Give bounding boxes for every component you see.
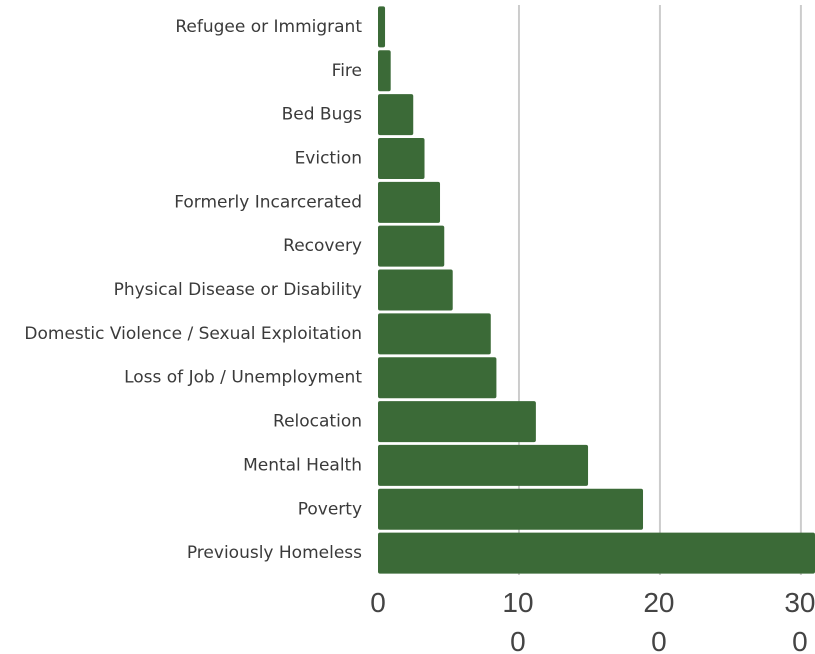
bar-relocation: [378, 401, 536, 443]
category-label-eviction: Eviction: [295, 148, 362, 168]
category-label-formerly-incarcerated: Formerly Incarcerated: [174, 192, 362, 212]
bar-domestic-violence-sexual-exploitation: [378, 313, 491, 355]
category-label-poverty: Poverty: [298, 499, 362, 519]
bar-mental-health: [378, 444, 589, 486]
category-label-bed-bugs: Bed Bugs: [282, 105, 363, 125]
category-label-mental-health: Mental Health: [243, 455, 362, 475]
bar-physical-disease-or-disability: [378, 269, 453, 311]
x-tick-label-100: 10 0: [502, 587, 533, 654]
bar-loss-of-job-unemployment: [378, 357, 497, 399]
x-tick-label-300: 30 0: [784, 587, 815, 654]
category-label-relocation: Relocation: [273, 412, 362, 432]
category-label-refugee-or-immigrant: Refugee or Immigrant: [175, 17, 362, 37]
category-label-physical-disease-or-disability: Physical Disease or Disability: [114, 280, 362, 300]
category-label-layer: Refugee or Immigrant Fire Bed Bugs Eviction…: [24, 17, 362, 563]
bar-refugee-or-immigrant: [378, 6, 386, 48]
x-tick-label-200: 20 0: [643, 587, 674, 654]
bar-formerly-incarcerated: [378, 181, 441, 223]
bar-recovery: [378, 225, 445, 267]
bar-bed-bugs: [378, 94, 414, 136]
x-tick-label-0: 0: [370, 587, 386, 618]
bar-poverty: [378, 488, 644, 530]
category-label-domestic-violence-sexual-exploitation: Domestic Violence / Sexual Exploitation: [24, 324, 362, 344]
x-tick-layer: 0 10 0 20 0 30 0: [370, 587, 815, 654]
bar-eviction: [378, 137, 425, 179]
category-label-recovery: Recovery: [283, 236, 362, 256]
bar-previously-homeless: [378, 532, 815, 574]
category-label-fire: Fire: [332, 61, 362, 81]
category-label-loss-of-job-unemployment: Loss of Job / Unemployment: [124, 368, 362, 388]
category-label-previously-homeless: Previously Homeless: [187, 543, 362, 563]
bar-fire: [378, 50, 391, 92]
bar-layer: [378, 6, 815, 574]
